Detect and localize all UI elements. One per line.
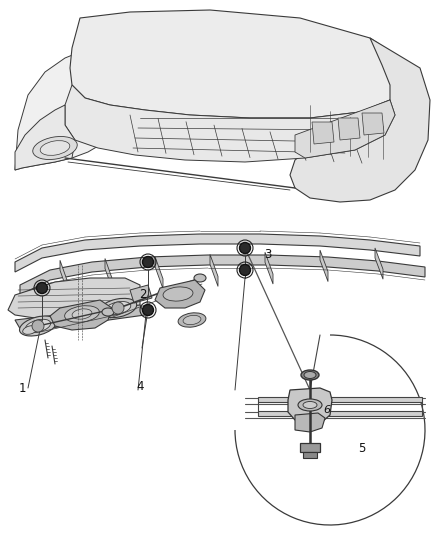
Ellipse shape <box>65 306 99 322</box>
Circle shape <box>240 243 251 254</box>
Polygon shape <box>375 248 383 279</box>
Ellipse shape <box>33 136 77 159</box>
Ellipse shape <box>20 316 57 336</box>
Text: 4: 4 <box>136 381 144 393</box>
Polygon shape <box>155 256 163 289</box>
Polygon shape <box>50 300 112 330</box>
Ellipse shape <box>72 309 92 319</box>
Polygon shape <box>265 252 273 284</box>
Ellipse shape <box>183 316 201 325</box>
Circle shape <box>142 304 153 316</box>
Polygon shape <box>338 118 360 140</box>
Ellipse shape <box>163 287 193 301</box>
Text: 3: 3 <box>264 248 272 262</box>
Circle shape <box>240 264 251 276</box>
Ellipse shape <box>23 326 37 334</box>
Ellipse shape <box>194 274 206 282</box>
Polygon shape <box>65 85 395 162</box>
Polygon shape <box>362 113 384 135</box>
Polygon shape <box>8 278 140 320</box>
Polygon shape <box>290 38 430 202</box>
Polygon shape <box>15 50 132 170</box>
Polygon shape <box>295 413 325 432</box>
Polygon shape <box>15 234 420 272</box>
Text: 2: 2 <box>139 288 147 302</box>
Ellipse shape <box>303 401 317 408</box>
Polygon shape <box>312 122 334 144</box>
Polygon shape <box>300 443 320 452</box>
Polygon shape <box>60 260 68 293</box>
Ellipse shape <box>105 302 131 314</box>
Ellipse shape <box>301 370 319 380</box>
Polygon shape <box>20 255 425 295</box>
Polygon shape <box>155 280 205 308</box>
Circle shape <box>36 282 47 294</box>
Text: 1: 1 <box>18 382 26 394</box>
Polygon shape <box>303 452 317 458</box>
Ellipse shape <box>298 399 322 411</box>
Polygon shape <box>130 285 152 303</box>
Polygon shape <box>320 250 328 281</box>
Ellipse shape <box>304 372 316 378</box>
Polygon shape <box>258 411 422 416</box>
Ellipse shape <box>25 319 51 333</box>
Polygon shape <box>258 397 422 402</box>
Ellipse shape <box>178 313 206 327</box>
Text: 6: 6 <box>323 405 331 415</box>
Text: 5: 5 <box>358 442 366 456</box>
Ellipse shape <box>40 141 70 155</box>
Polygon shape <box>105 259 113 291</box>
Polygon shape <box>15 305 145 332</box>
Polygon shape <box>295 100 395 158</box>
Circle shape <box>142 256 153 268</box>
Polygon shape <box>210 254 218 286</box>
Circle shape <box>32 320 44 332</box>
Circle shape <box>112 302 124 314</box>
Ellipse shape <box>99 298 137 318</box>
Polygon shape <box>70 10 405 118</box>
Ellipse shape <box>102 308 114 316</box>
Polygon shape <box>15 105 75 170</box>
Polygon shape <box>288 388 332 424</box>
